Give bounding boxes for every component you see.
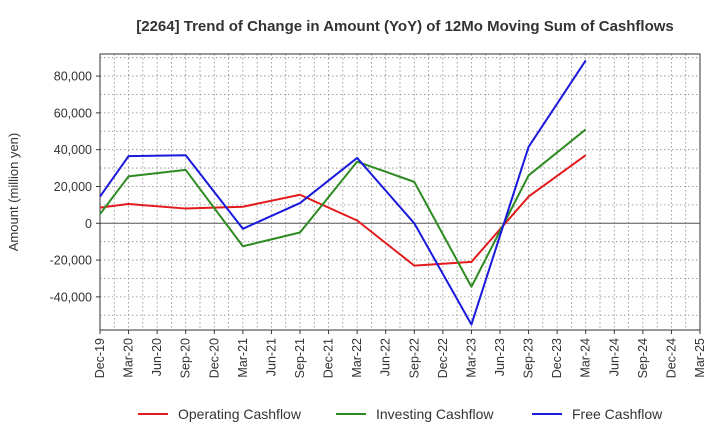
x-tick-label: Dec-21: [322, 338, 336, 378]
x-tick-label: Sep-21: [293, 338, 307, 378]
y-tick-label: -20,000: [50, 254, 92, 268]
x-tick-label: Dec-20: [207, 338, 221, 378]
x-tick-label: Jun-22: [379, 338, 393, 376]
legend-label: Investing Cashflow: [376, 406, 494, 422]
x-tick-label: Sep-23: [522, 338, 536, 378]
grid-layer: [99, 54, 701, 330]
y-tick-label: 60,000: [54, 106, 92, 120]
x-tick-label: Mar-25: [693, 338, 707, 378]
x-tick-label: Dec-19: [93, 338, 107, 378]
legend: Operating Cashflow Investing Cashflow Free…: [138, 406, 663, 422]
y-axis-label: Amount (million yen): [6, 133, 21, 252]
chart-title: [2264] Trend of Change in Amount (YoY) o…: [136, 18, 674, 35]
x-tick-label: Mar-22: [350, 338, 364, 378]
x-tick-label: Jun-24: [607, 338, 621, 376]
x-tick-label: Mar-24: [579, 338, 593, 378]
x-tick-label: Dec-22: [436, 338, 450, 378]
series-layer: [99, 59, 587, 326]
y-tick-label: 80,000: [54, 70, 92, 84]
x-tick-label: Dec-24: [664, 338, 678, 378]
series-line-investing-cashflow: [99, 128, 587, 288]
axes-layer: -40,000 -20,000 0 20,000 40,000 60,000 80,000 D…: [50, 53, 707, 378]
x-tick-label: Sep-20: [179, 338, 193, 378]
y-tick-label: 0: [85, 217, 92, 231]
x-tick-label: Sep-22: [407, 338, 421, 378]
y-tick-label: 40,000: [54, 143, 92, 157]
y-tick-label: -40,000: [50, 290, 92, 304]
series-line-free-cashflow: [99, 59, 587, 326]
x-tick-label: Jun-21: [264, 338, 278, 376]
x-tick-label: Jun-23: [493, 338, 507, 376]
x-tick-label: Sep-24: [636, 338, 650, 378]
legend-label: Operating Cashflow: [178, 406, 302, 422]
x-tick-label: Jun-20: [150, 338, 164, 376]
x-tick-label: Mar-21: [236, 338, 250, 378]
x-tick-label: Mar-23: [464, 338, 478, 378]
plot-frame: [99, 53, 701, 331]
y-tick-label: 20,000: [54, 180, 92, 194]
legend-label: Free Cashflow: [572, 406, 663, 422]
x-tick-label: Dec-23: [550, 338, 564, 378]
x-tick-label: Mar-20: [122, 338, 136, 378]
